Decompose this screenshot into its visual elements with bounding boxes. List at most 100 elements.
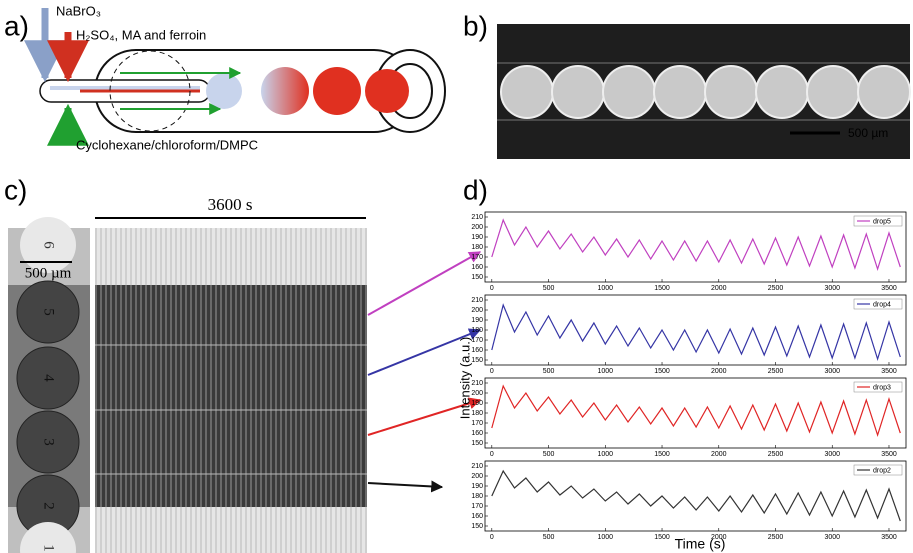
x-tick-label: 3500 — [881, 534, 897, 541]
y-tick-label: 150 — [471, 274, 483, 281]
legend-box — [853, 215, 903, 227]
x-tick-label: 2000 — [711, 534, 727, 541]
y-tick-label: 170 — [471, 503, 483, 510]
drop-number: 3 — [41, 438, 57, 446]
kymograph-boundaries — [95, 344, 367, 475]
y-tick-label: 200 — [471, 224, 483, 231]
legend-label: drop4 — [873, 301, 891, 308]
y-tick-label: 170 — [471, 337, 483, 344]
panel-a: a) NaBrO₃ H₂SO₄, MA and ferroin Cyclohex… — [4, 3, 446, 152]
panel-label: d) — [463, 174, 488, 205]
y-tick-label: 180 — [471, 410, 483, 417]
x-tick-label: 1000 — [597, 534, 613, 541]
y-tick-label: 180 — [471, 244, 483, 251]
link-arrow — [367, 480, 444, 493]
y-tick-label: 170 — [471, 254, 483, 261]
x-axis-label: Time (s) — [675, 536, 726, 552]
x-tick-label: 500 — [543, 451, 555, 458]
panel-label: a) — [4, 10, 29, 41]
panel-c: c) 3600 s 6 5 4 3 2 1 500 µm — [4, 174, 482, 553]
x-tick-label: 500 — [543, 368, 555, 375]
line-chart: 150 160 170 180 190 200 210 0 500 1000 1500 2000 250… — [471, 211, 907, 292]
droplets — [16, 280, 80, 538]
y-tick-label: 200 — [471, 390, 483, 397]
x-tick-label: 1000 — [597, 285, 613, 292]
panel-label: b) — [463, 10, 488, 41]
drop-number: 4 — [41, 374, 57, 382]
scale-label: 500 µm — [25, 265, 72, 281]
x-tick-label: 3000 — [824, 285, 840, 292]
plot-frame — [484, 460, 907, 532]
plot-frame — [484, 294, 907, 366]
y-tick-label: 200 — [471, 307, 483, 314]
y-tick-label: 210 — [471, 380, 483, 387]
y-tick-label: 170 — [471, 420, 483, 427]
drop-number: 6 — [41, 241, 57, 249]
y-tick-label: 160 — [471, 430, 483, 437]
x-tick-label: 500 — [543, 285, 555, 292]
droplet — [261, 67, 309, 115]
kymograph — [95, 228, 367, 285]
droplet — [365, 69, 409, 113]
panel-label: c) — [4, 174, 27, 205]
line-chart: 150 160 170 180 190 200 210 0 500 1000 1500 2000 250… — [471, 377, 907, 458]
y-tick-label: 190 — [471, 400, 483, 407]
y-tick-label: 190 — [471, 317, 483, 324]
droplet — [20, 217, 76, 273]
x-tick-label: 2000 — [711, 368, 727, 375]
x-tick-label: 3000 — [824, 534, 840, 541]
y-tick-label: 160 — [471, 264, 483, 271]
y-tick-label: 190 — [471, 234, 483, 241]
link-arrow — [367, 328, 482, 376]
drop-number: 5 — [41, 308, 57, 316]
kymograph — [95, 507, 367, 553]
line-chart: 150 160 170 180 190 200 210 0 500 1000 1500 2000 250… — [471, 294, 907, 375]
plot-frame — [484, 211, 907, 283]
panel-b: b) 500 µm — [463, 10, 911, 159]
x-tick-label: 0 — [490, 368, 494, 375]
plot-frame — [484, 377, 907, 449]
x-tick-label: 3000 — [824, 451, 840, 458]
x-tick-label: 1000 — [597, 368, 613, 375]
y-tick-label: 150 — [471, 440, 483, 447]
focus — [109, 50, 191, 132]
x-tick-label: 2500 — [768, 534, 784, 541]
x-tick-label: 0 — [490, 534, 494, 541]
y-tick-label: 150 — [471, 523, 483, 530]
droplet — [206, 73, 242, 109]
duration: 3600 s — [208, 195, 253, 214]
x-tick-label: 2000 — [711, 285, 727, 292]
x-tick-label: 1500 — [654, 451, 670, 458]
label: NaBrO₃ — [56, 3, 101, 18]
droplet — [313, 67, 361, 115]
x-tick-label: 1500 — [654, 534, 670, 541]
legend-box — [853, 298, 903, 310]
x-tick-label: 2500 — [768, 368, 784, 375]
series-line — [491, 384, 901, 437]
y-tick-label: 210 — [471, 463, 483, 470]
x-tick-label: 0 — [490, 285, 494, 292]
legend-box — [853, 464, 903, 476]
label: Cyclohexane/chloroform/DMPC — [76, 137, 258, 152]
legend-box — [853, 381, 903, 393]
y-tick-label: 150 — [471, 357, 483, 364]
x-tick-label: 2500 — [768, 285, 784, 292]
droplet — [20, 522, 76, 553]
y-tick-label: 190 — [471, 483, 483, 490]
series-line — [491, 218, 901, 271]
x-tick-label: 500 — [543, 534, 555, 541]
link-arrow — [367, 397, 482, 436]
x-tick-label: 1500 — [654, 368, 670, 375]
x-tick-label: 3500 — [881, 368, 897, 375]
y-tick-label: 210 — [471, 297, 483, 304]
x-tick-label: 1000 — [597, 451, 613, 458]
x-tick-label: 1500 — [654, 285, 670, 292]
legend-label: drop2 — [873, 467, 891, 474]
x-tick-label: 0 — [490, 451, 494, 458]
drop-number: 1 — [41, 544, 57, 552]
panel-d: d) Intensity (a.u.) Time (s) 150 160 170 18… — [457, 174, 907, 552]
x-tick-label: 2000 — [711, 451, 727, 458]
x-tick-label: 3500 — [881, 451, 897, 458]
y-tick-label: 200 — [471, 473, 483, 480]
legend-label: drop5 — [873, 218, 891, 225]
